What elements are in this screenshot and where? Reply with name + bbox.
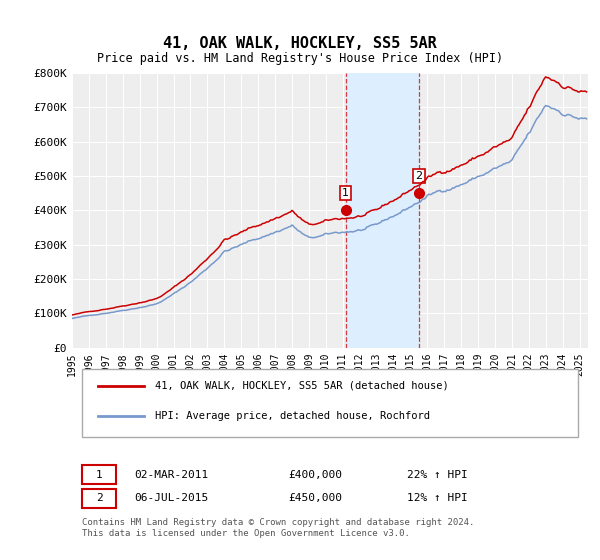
- Text: 2: 2: [415, 171, 422, 181]
- Bar: [346, 73, 419, 348]
- Text: Price paid vs. HM Land Registry's House Price Index (HPI): Price paid vs. HM Land Registry's House …: [97, 52, 503, 64]
- Text: 1: 1: [96, 470, 103, 480]
- Bar: [82, 465, 116, 484]
- Text: 06-JUL-2015: 06-JUL-2015: [134, 493, 208, 503]
- Text: £400,000: £400,000: [289, 470, 343, 480]
- FancyBboxPatch shape: [82, 369, 578, 437]
- Text: Contains HM Land Registry data © Crown copyright and database right 2024.
This d: Contains HM Land Registry data © Crown c…: [82, 518, 475, 538]
- Bar: [82, 489, 116, 508]
- Text: 22% ↑ HPI: 22% ↑ HPI: [407, 470, 468, 480]
- Text: 02-MAR-2011: 02-MAR-2011: [134, 470, 208, 480]
- Text: 1: 1: [342, 188, 349, 198]
- Text: 2: 2: [96, 493, 103, 503]
- Text: 12% ↑ HPI: 12% ↑ HPI: [407, 493, 468, 503]
- Text: 41, OAK WALK, HOCKLEY, SS5 5AR: 41, OAK WALK, HOCKLEY, SS5 5AR: [163, 36, 437, 52]
- Text: HPI: Average price, detached house, Rochford: HPI: Average price, detached house, Roch…: [155, 411, 430, 421]
- Text: £450,000: £450,000: [289, 493, 343, 503]
- Text: 41, OAK WALK, HOCKLEY, SS5 5AR (detached house): 41, OAK WALK, HOCKLEY, SS5 5AR (detached…: [155, 381, 448, 391]
